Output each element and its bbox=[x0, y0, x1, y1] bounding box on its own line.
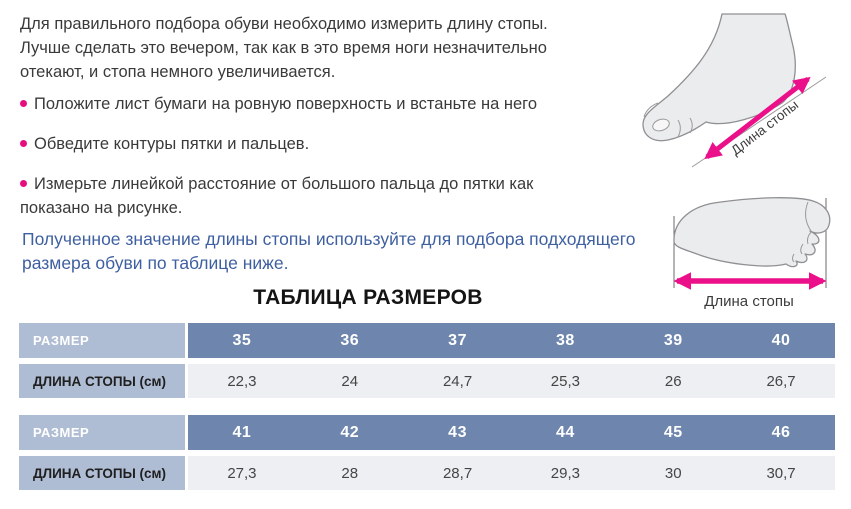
foot-sole-shape bbox=[673, 197, 831, 268]
measure-arrow-icon bbox=[704, 76, 811, 160]
toe-crease bbox=[800, 243, 804, 255]
foot-sole-illustration: Длина стопы bbox=[673, 197, 831, 310]
size-header-cell: 36 bbox=[295, 323, 404, 358]
length-value-cell: 27,3 bbox=[188, 456, 296, 490]
intro-line-1: Для правильного подбора обуви необходимо… bbox=[20, 15, 548, 33]
size-header-row: РАЗМЕР 41 42 43 44 45 46 bbox=[19, 415, 835, 450]
length-value-cell: 26 bbox=[619, 364, 728, 398]
toenail-shape bbox=[652, 118, 670, 132]
size-header-cell: 45 bbox=[619, 415, 728, 450]
size-row-label: РАЗМЕР bbox=[19, 415, 185, 450]
bullet-3-text-line-1: Измерьте линейкой расстояние от большого… bbox=[34, 175, 534, 193]
length-value-cell: 29,3 bbox=[511, 456, 620, 490]
bullet-icon bbox=[20, 100, 27, 107]
length-value-cell: 28,7 bbox=[403, 456, 512, 490]
length-row-label: ДЛИНА СТОПЫ (см) bbox=[19, 364, 185, 398]
note-line-1: Полученное значение длины стопы использу… bbox=[22, 229, 636, 249]
size-table-41-46: РАЗМЕР 41 42 43 44 45 46 ДЛИНА СТОПЫ (см… bbox=[19, 415, 835, 490]
length-value-cell: 28 bbox=[295, 456, 404, 490]
size-header-cell: 40 bbox=[727, 323, 835, 358]
toe-crease bbox=[806, 231, 812, 245]
length-value-cell: 26,7 bbox=[727, 364, 835, 398]
intro-line-3: отекают, и стопа немного увеличивается. bbox=[20, 63, 336, 81]
length-value-cell: 24,7 bbox=[403, 364, 512, 398]
size-header-cell: 43 bbox=[403, 415, 512, 450]
size-header-cell: 37 bbox=[403, 323, 512, 358]
intro-line-2: Лучше сделать это вечером, так как в это… bbox=[20, 39, 547, 57]
length-value-cell: 30,7 bbox=[727, 456, 835, 490]
intro-paragraph: Для правильного подбора обуви необходимо… bbox=[20, 12, 851, 84]
foot-length-label: Длина стопы bbox=[704, 293, 794, 310]
bullet-2-text: Обведите контуры пятки и пальцев. bbox=[34, 135, 310, 153]
size-table-35-40: РАЗМЕР 35 36 37 38 39 40 ДЛИНА СТОПЫ (см… bbox=[19, 323, 835, 398]
size-header-cell: 35 bbox=[188, 323, 296, 358]
length-value-cell: 24 bbox=[295, 364, 404, 398]
note-paragraph: Полученное значение длины стопы использу… bbox=[22, 227, 851, 275]
instruction-bullet-3: Измерьте линейкой расстояние от большого… bbox=[20, 172, 851, 220]
size-header-cell: 42 bbox=[295, 415, 404, 450]
bullet-icon bbox=[20, 180, 27, 187]
size-header-cell: 41 bbox=[188, 415, 296, 450]
size-table-title: ТАБЛИЦА РАЗМЕРОВ bbox=[253, 286, 483, 309]
length-value-cell: 22,3 bbox=[188, 364, 296, 398]
length-value-cell: 30 bbox=[619, 456, 728, 490]
bullet-3-text-line-2: показано на рисунке. bbox=[20, 199, 183, 217]
size-header-cell: 39 bbox=[619, 323, 728, 358]
toe-crease bbox=[677, 119, 681, 138]
instruction-bullet-2: Обведите контуры пятки и пальцев. bbox=[20, 132, 851, 156]
instruction-bullet-1: Положите лист бумаги на ровную поверхнос… bbox=[20, 92, 851, 116]
length-row-label: ДЛИНА СТОПЫ (см) bbox=[19, 456, 185, 490]
size-header-row: РАЗМЕР 35 36 37 38 39 40 bbox=[19, 323, 835, 358]
foot-side-view-illustration: Длина стопы bbox=[642, 13, 827, 168]
length-value-row: ДЛИНА СТОПЫ (см) 22,3 24 24,7 25,3 26 26… bbox=[19, 364, 835, 398]
length-value-row: ДЛИНА СТОПЫ (см) 27,3 28 28,7 29,3 30 30… bbox=[19, 456, 835, 490]
bullet-icon bbox=[20, 140, 27, 147]
toe-crease bbox=[643, 102, 659, 118]
note-line-2: размера обуви по таблице ниже. bbox=[22, 253, 289, 273]
length-value-cell: 25,3 bbox=[511, 364, 620, 398]
toe-crease bbox=[792, 253, 795, 263]
toe-crease bbox=[689, 117, 693, 134]
toe-crease bbox=[805, 201, 812, 232]
bullet-1-text: Положите лист бумаги на ровную поверхнос… bbox=[34, 95, 538, 113]
size-header-cell: 46 bbox=[727, 415, 835, 450]
size-header-cell: 44 bbox=[511, 415, 620, 450]
size-row-label: РАЗМЕР bbox=[19, 323, 185, 358]
size-header-cell: 38 bbox=[511, 323, 620, 358]
